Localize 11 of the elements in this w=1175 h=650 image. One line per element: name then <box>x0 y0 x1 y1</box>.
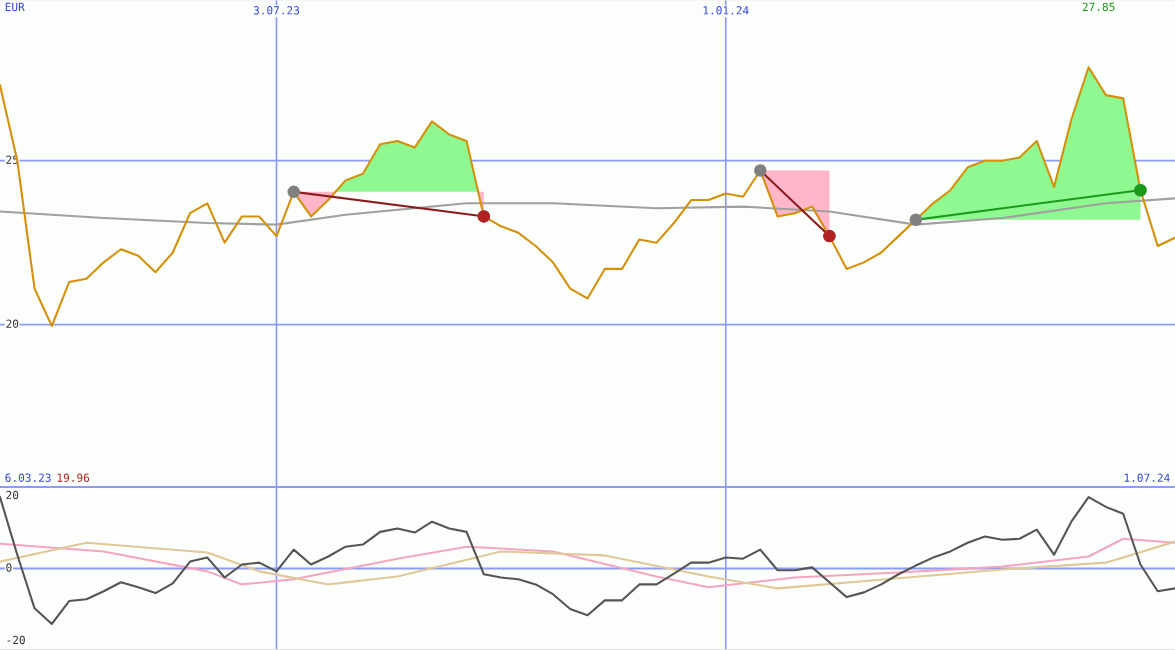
annotation: 6.03.23 <box>5 473 51 482</box>
y-tick-label: 20 <box>6 490 19 500</box>
annotation: 27.85 <box>1082 2 1115 12</box>
annotation: 1.07.24 <box>1124 473 1170 482</box>
x-tick-label: 1.01.24 <box>703 6 749 15</box>
y-tick-label: 0 <box>6 563 12 572</box>
annotation: 19.96 <box>57 473 90 482</box>
y-tick-label: 20 <box>6 319 19 328</box>
y-axis-title: EUR <box>5 2 25 12</box>
x-tick-label: 3.07.23 <box>253 6 300 15</box>
y-tick-label: -20 <box>7 635 25 645</box>
